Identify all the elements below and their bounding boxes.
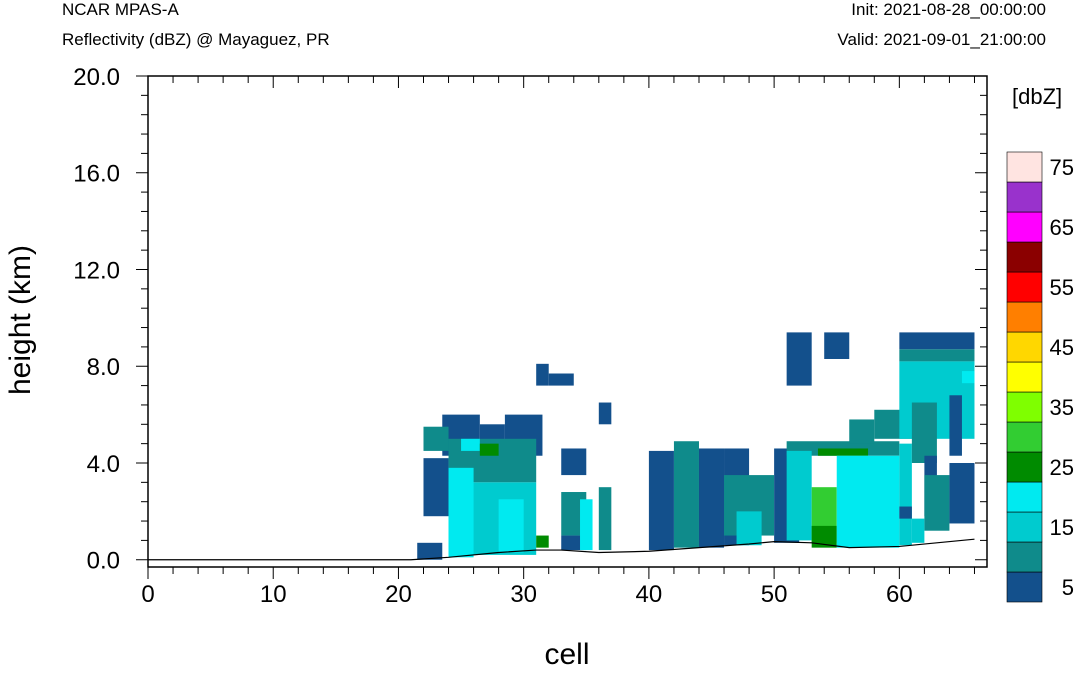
colorbar-swatch (1006, 241, 1043, 273)
colorbar-label: 15 (1050, 515, 1074, 540)
colorbar-swatch (1006, 301, 1043, 333)
reflectivity-cell (924, 475, 950, 531)
reflectivity-cell (899, 349, 975, 362)
reflectivity-cell (598, 402, 612, 425)
axis-ticks: 0 10 20 30 40 50 60 0.0 4.0 8.0 12.0 16.0 20.0 (73, 64, 987, 608)
reflectivity-cell (479, 443, 499, 456)
colorbar-unit-label: [dbZ] (1012, 84, 1062, 109)
colorbar-swatch (1006, 421, 1043, 453)
x-tick-label: 0 (141, 581, 154, 608)
valid-time: Valid: 2021-09-01_21:00:00 (837, 30, 1046, 49)
reflectivity-cell (949, 462, 975, 524)
colorbar-label: 55 (1050, 275, 1074, 300)
colorbar-swatch (1006, 211, 1043, 243)
reflectivity-cell (911, 518, 925, 543)
y-tick-label: 20.0 (73, 64, 120, 91)
colorbar-label: 25 (1050, 455, 1074, 480)
y-tick-label: 8.0 (87, 354, 120, 381)
y-tick-label: 12.0 (73, 257, 120, 284)
model-title: NCAR MPAS-A (62, 0, 179, 19)
reflectivity-cell (461, 438, 480, 451)
x-tick-label: 20 (385, 581, 412, 608)
colorbar-swatch (1006, 151, 1043, 183)
reflectivity-cell (598, 487, 612, 551)
colorbar-swatch (1006, 511, 1043, 543)
reflectivity-cell (899, 332, 975, 350)
reflectivity-cell (911, 402, 937, 463)
colorbar-swatch (1006, 361, 1043, 393)
reflectivity-cell (548, 373, 574, 386)
colorbar-label: 75 (1050, 155, 1074, 180)
reflectivity-cell (849, 419, 875, 444)
colorbar-label: 35 (1050, 395, 1074, 420)
y-axis-title: height (km) (4, 245, 37, 395)
reflectivity-cell (417, 542, 443, 560)
init-time: Init: 2021-08-28_00:00:00 (851, 0, 1046, 19)
x-tick-label: 10 (260, 581, 287, 608)
reflectivity-cell (811, 525, 837, 548)
colorbar-swatch (1006, 571, 1043, 603)
colorbar: 5 15 25 35 45 55 65 75 (1006, 151, 1074, 603)
colorbar-swatch (1006, 481, 1043, 513)
terrain-line (148, 538, 975, 561)
colorbar-swatch (1006, 331, 1043, 363)
reflectivity-cell (786, 332, 812, 386)
reflectivity-cell (736, 511, 762, 546)
reflectivity-cell (580, 499, 593, 551)
x-tick-label: 30 (510, 581, 537, 608)
y-tick-label: 0.0 (87, 548, 120, 575)
reflectivity-cell (961, 371, 975, 384)
reflectivity-cell (536, 535, 549, 548)
plot-axes (147, 75, 988, 568)
reflectivity-cell (648, 450, 674, 551)
reflectivity-cells (417, 332, 975, 560)
x-tick-label: 50 (761, 581, 788, 608)
colorbar-swatch (1006, 271, 1043, 303)
y-tick-label: 4.0 (87, 451, 120, 478)
x-tick-label: 60 (886, 581, 913, 608)
colorbar-swatch (1006, 541, 1043, 573)
reflectivity-cell (824, 332, 850, 359)
reflectivity-cell (698, 448, 725, 548)
reflectivity-cell (536, 363, 549, 386)
x-axis-title: cell (544, 638, 589, 671)
colorbar-label: 65 (1050, 215, 1074, 240)
colorbar-label: 45 (1050, 335, 1074, 360)
terrain-outline (148, 538, 975, 561)
colorbar-swatch (1006, 181, 1043, 213)
reflectivity-cell (498, 499, 524, 553)
reflectivity-cell (836, 455, 900, 548)
colorbar-label: 5 (1062, 575, 1074, 600)
reflectivity-cell (561, 448, 587, 476)
colorbar-swatch (1006, 391, 1043, 423)
plot-frame (147, 75, 988, 568)
reflectivity-cell (423, 426, 449, 451)
reflectivity-cell (423, 458, 449, 517)
colorbar-swatch (1006, 451, 1043, 483)
reflectivity-cell (899, 443, 912, 546)
reflectivity-cell (448, 467, 474, 558)
field-subtitle: Reflectivity (dBZ) @ Mayaguez, PR (62, 30, 330, 49)
x-tick-label: 40 (636, 581, 663, 608)
reflectivity-cell (899, 506, 912, 519)
reflectivity-cell (949, 395, 962, 456)
reflectivity-cell (786, 450, 812, 541)
reflectivity-cell (673, 441, 699, 548)
reflectivity-cell (817, 448, 869, 456)
y-tick-label: 16.0 (73, 161, 120, 188)
